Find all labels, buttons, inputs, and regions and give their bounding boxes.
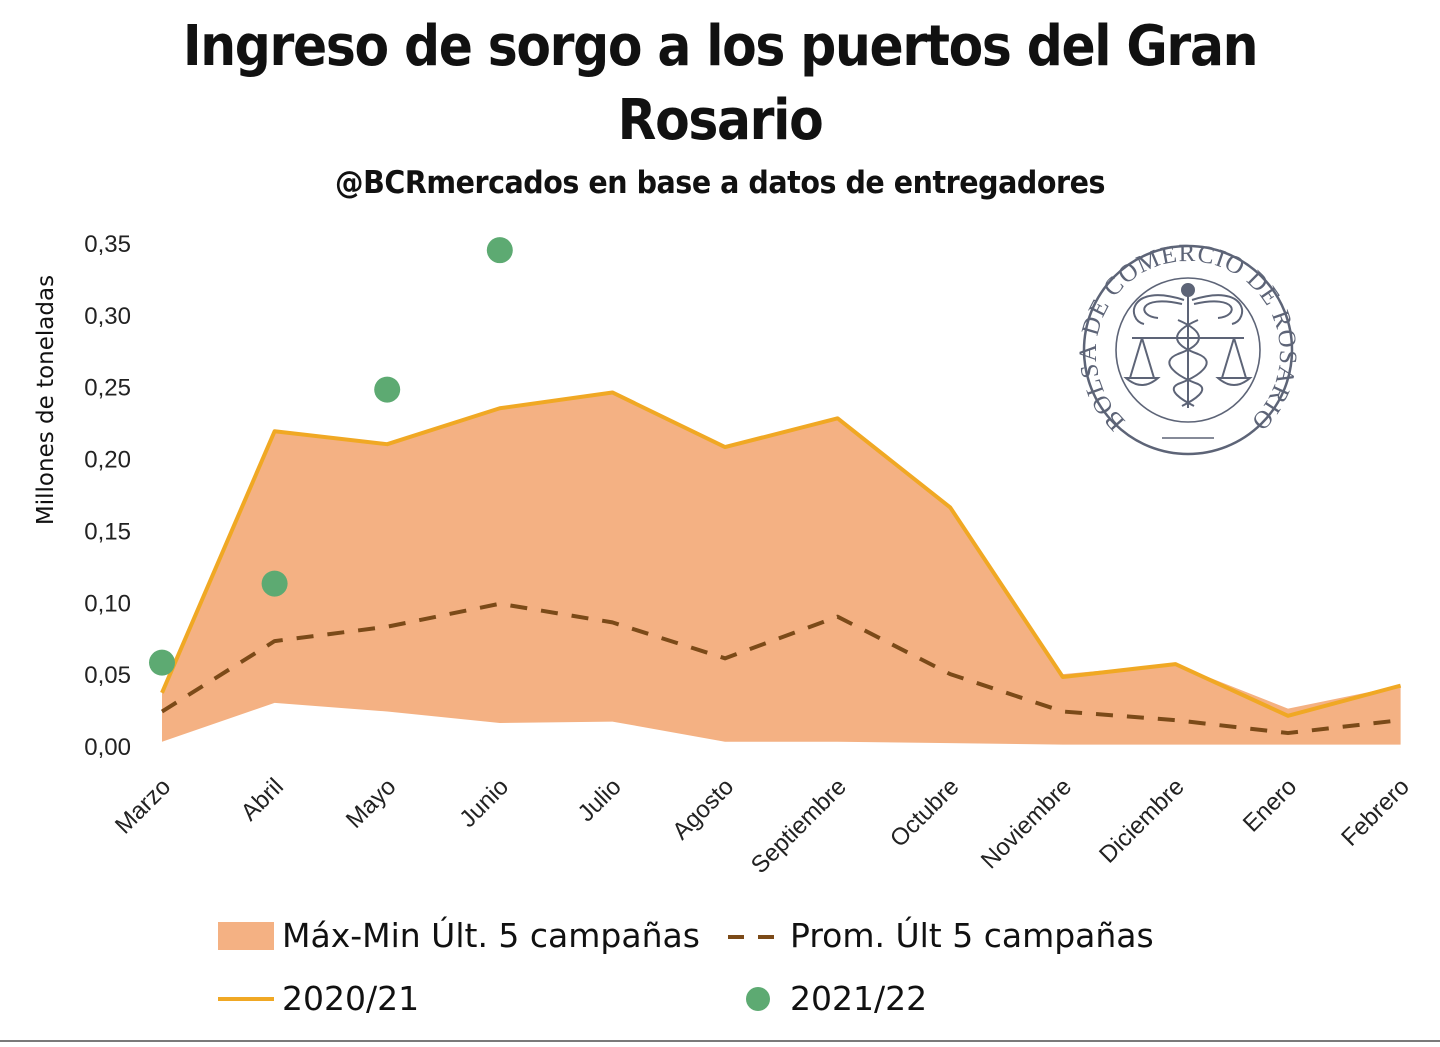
- legend-label-band: Máx-Min Últ. 5 campañas: [282, 915, 700, 955]
- series-line-average: [160, 601, 1401, 736]
- y-tick-label: 0,05: [84, 662, 131, 689]
- x-tick-label: Septiembre: [746, 773, 852, 879]
- legend: Máx-Min Últ. 5 campañas Prom. Últ 5 camp…: [218, 915, 1154, 1018]
- x-tick-label: Noviembre: [976, 773, 1077, 874]
- x-tick-label: Enero: [1238, 773, 1302, 837]
- y-tick-label: 0,35: [84, 231, 131, 258]
- x-tick-label: Junio: [454, 773, 514, 833]
- legend-swatch-2021-22: [746, 987, 770, 1011]
- caduceus-icon: [1123, 283, 1253, 408]
- data-point-2021-22: [486, 237, 513, 264]
- legend-swatch-band: [218, 922, 274, 950]
- legend-item-2020-21: 2020/21: [218, 979, 419, 1018]
- y-axis-label: Millones de toneladas: [33, 275, 59, 525]
- data-point-2021-22: [261, 570, 288, 597]
- point-layer: [149, 237, 513, 676]
- line-layer: [160, 390, 1402, 736]
- chart-title-line-2: Rosario: [617, 88, 824, 153]
- y-axis: 0,00 0,05 0,10 0,15 0,20 0,25 0,30 0,35: [84, 231, 131, 761]
- x-tick-label: Marzo: [110, 773, 176, 839]
- x-tick-label: Diciembre: [1094, 773, 1189, 868]
- band-layer: [162, 392, 1401, 745]
- legend-label-2020-21: 2020/21: [282, 979, 419, 1018]
- legend-item-band: Máx-Min Últ. 5 campañas: [218, 915, 700, 955]
- x-axis: Marzo Abril Mayo Junio Julio Agosto Septiembre…: [110, 773, 1415, 879]
- bolsa-de-comercio-seal: BOLSA DE COMERCIO DE ROSARIO: [1075, 240, 1300, 456]
- chart-subtitle: @BCRmercados en base a datos de entregad…: [335, 165, 1105, 201]
- data-point-2021-22: [374, 376, 401, 403]
- x-tick-label: Julio: [573, 773, 627, 827]
- legend-item-2021-22: 2021/22: [746, 979, 927, 1018]
- x-tick-label: Agosto: [667, 773, 739, 845]
- y-tick-label: 0,30: [84, 303, 131, 330]
- y-tick-label: 0,00: [84, 734, 131, 761]
- chart-title-line-1: Ingreso de sorgo a los puertos del Gran: [182, 14, 1259, 79]
- y-tick-label: 0,20: [84, 447, 131, 474]
- y-tick-label: 0,10: [84, 590, 131, 617]
- band-area: [162, 392, 1401, 745]
- legend-item-average: Prom. Últ 5 campañas: [728, 915, 1154, 955]
- bottom-border: [0, 1040, 1440, 1042]
- y-tick-label: 0,25: [84, 375, 131, 402]
- x-tick-label: Febrero: [1336, 773, 1415, 852]
- data-point-2021-22: [149, 649, 175, 676]
- legend-label-average: Prom. Últ 5 campañas: [790, 915, 1154, 955]
- x-tick-label: Mayo: [341, 773, 402, 834]
- x-tick-label: Abril: [236, 773, 289, 826]
- y-tick-label: 0,15: [84, 518, 131, 545]
- x-tick-label: Octubre: [885, 773, 964, 852]
- series-line-2020-21: [160, 390, 1402, 718]
- legend-label-2021-22: 2021/22: [790, 979, 927, 1018]
